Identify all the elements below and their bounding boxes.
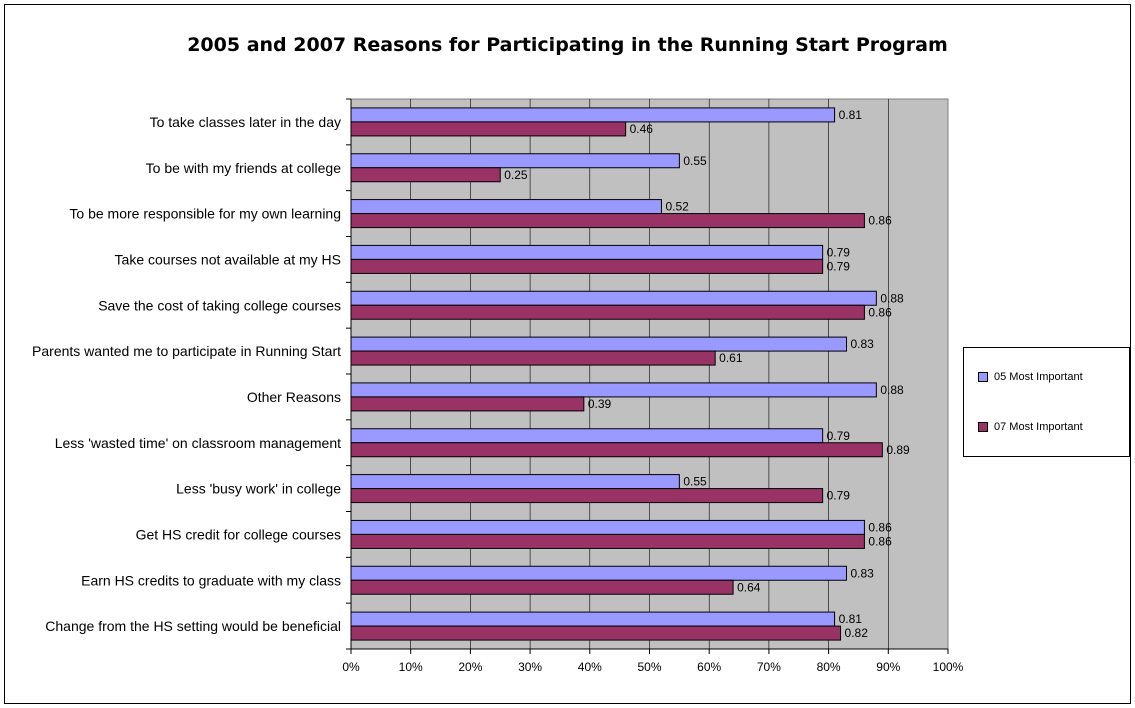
x-tick-label: 60%: [697, 660, 721, 674]
bar-07: [350, 442, 883, 458]
category-label: Parents wanted me to participate in Runn…: [32, 343, 341, 359]
bar-05: [350, 382, 877, 398]
data-label: 0.61: [719, 351, 743, 365]
legend-swatch-07: [978, 422, 988, 432]
bar-07: [350, 533, 865, 549]
bar-07: [350, 396, 585, 412]
bar-07: [350, 579, 734, 595]
data-label: 0.82: [845, 626, 869, 640]
data-label: 0.52: [665, 200, 689, 214]
category-label: Save the cost of taking college courses: [98, 297, 341, 313]
data-label: 0.79: [827, 489, 851, 503]
bar-05: [350, 474, 680, 490]
bar-05: [350, 428, 824, 444]
x-tick-label: 90%: [876, 660, 900, 674]
legend-label-05: 05 Most Important: [994, 371, 1083, 383]
category-label: Less 'wasted time' on classroom manageme…: [55, 435, 341, 451]
data-label: 0.86: [868, 520, 892, 534]
data-label: 0.79: [827, 245, 851, 259]
bar-07: [350, 488, 824, 504]
x-tick-label: 70%: [757, 660, 781, 674]
category-label: To take classes later in the day: [150, 114, 341, 130]
bar-05: [350, 565, 848, 581]
data-label: 0.86: [868, 305, 892, 319]
bar-07: [350, 167, 501, 183]
data-label: 0.81: [839, 108, 863, 122]
x-tick-label: 20%: [458, 660, 482, 674]
legend: 05 Most Important 07 Most Important: [963, 347, 1130, 457]
data-label: 0.55: [683, 475, 707, 489]
bar-07: [350, 304, 865, 320]
data-label: 0.86: [868, 214, 892, 228]
x-tick-label: 50%: [637, 660, 661, 674]
bar-07: [350, 350, 716, 366]
data-label: 0.88: [880, 383, 904, 397]
data-label: 0.46: [630, 122, 654, 136]
legend-swatch-05: [978, 372, 988, 382]
category-label: Change from the HS setting would be bene…: [45, 618, 341, 634]
data-label: 0.79: [827, 429, 851, 443]
category-label: To be with my friends at college: [146, 160, 342, 176]
data-label: 0.83: [851, 337, 875, 351]
data-label: 0.25: [504, 168, 528, 182]
category-label: Earn HS credits to graduate with my clas…: [81, 572, 341, 588]
category-label: Other Reasons: [247, 389, 341, 405]
bar-07: [350, 625, 842, 641]
category-label: To be more responsible for my own learni…: [69, 206, 341, 222]
bar-05: [350, 199, 662, 215]
data-label: 0.88: [880, 291, 904, 305]
x-tick-label: 40%: [578, 660, 602, 674]
x-tick-label: 10%: [399, 660, 423, 674]
bar-07: [350, 213, 865, 229]
bar-05: [350, 153, 680, 169]
data-label: 0.89: [886, 443, 910, 457]
data-label: 0.81: [839, 612, 863, 626]
category-label: Less 'busy work' in college: [176, 481, 341, 497]
chart-title: 2005 and 2007 Reasons for Participating …: [187, 34, 948, 56]
bar-05: [350, 336, 848, 352]
x-tick-label: 0%: [342, 660, 360, 674]
bar-05: [350, 244, 824, 260]
data-label: 0.55: [683, 154, 707, 168]
category-label: Get HS credit for college courses: [136, 526, 341, 542]
data-label: 0.86: [868, 534, 892, 548]
bar-05: [350, 107, 836, 123]
bar-05: [350, 519, 865, 535]
bar-05: [350, 611, 836, 627]
bar-07: [350, 121, 627, 137]
bar-07: [350, 258, 824, 274]
x-tick-label: 80%: [817, 660, 841, 674]
data-label: 0.64: [737, 580, 761, 594]
data-label: 0.83: [851, 566, 875, 580]
legend-label-07: 07 Most Important: [994, 421, 1083, 433]
category-label: Take courses not available at my HS: [115, 251, 341, 267]
x-tick-label: 100%: [933, 660, 964, 674]
legend-item-07: 07 Most Important: [978, 420, 1083, 434]
data-label: 0.39: [588, 397, 612, 411]
legend-item-05: 05 Most Important: [978, 370, 1083, 384]
bar-05: [350, 290, 877, 306]
data-label: 0.79: [827, 259, 851, 273]
x-tick-label: 30%: [518, 660, 542, 674]
